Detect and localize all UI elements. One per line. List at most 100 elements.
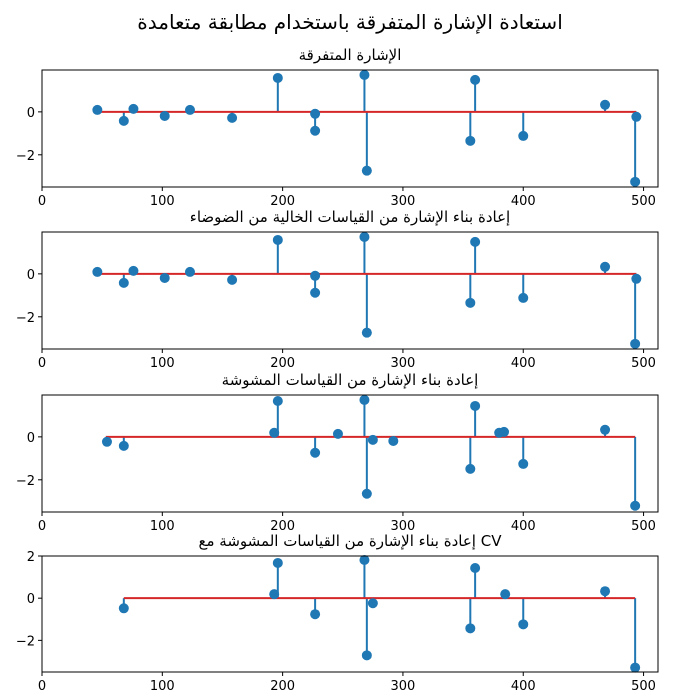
x-tick-label: 400 bbox=[511, 519, 536, 534]
stem-marker bbox=[359, 555, 370, 566]
stem-marker bbox=[470, 563, 481, 574]
x-tick-label: 200 bbox=[270, 519, 295, 534]
stem-marker bbox=[128, 103, 139, 114]
x-tick-label: 100 bbox=[150, 194, 175, 209]
stem-marker bbox=[118, 115, 129, 126]
stem-marker bbox=[269, 427, 280, 438]
stem-marker bbox=[630, 176, 641, 187]
axes-frame bbox=[41, 394, 659, 513]
x-tick-label: 100 bbox=[150, 356, 175, 371]
stem-marker bbox=[272, 72, 283, 83]
stem-marker bbox=[388, 435, 399, 446]
stem-marker bbox=[332, 428, 343, 439]
x-tick-label: 500 bbox=[631, 679, 656, 694]
stem-marker bbox=[272, 557, 283, 568]
x-tick-label: 100 bbox=[150, 519, 175, 534]
y-tick-label: −2 bbox=[16, 311, 35, 326]
subplot-1-title: الإشارة المتفرقة bbox=[298, 46, 402, 64]
stem-marker bbox=[184, 266, 195, 277]
stem-marker bbox=[518, 292, 529, 303]
stem-marker bbox=[600, 424, 611, 435]
y-tick-label: 0 bbox=[27, 106, 35, 121]
stem-marker bbox=[310, 609, 321, 620]
x-tick-label: 300 bbox=[391, 679, 416, 694]
x-tick-label: 200 bbox=[270, 679, 295, 694]
stem-marker bbox=[92, 266, 103, 277]
subplot-3-title: إعادة بناء الإشارة من القياسات المشوشة bbox=[221, 371, 479, 389]
stem-marker bbox=[310, 447, 321, 458]
stem-marker bbox=[159, 110, 170, 121]
stem-marker bbox=[310, 125, 321, 136]
stem-marker bbox=[465, 135, 476, 146]
stem-marker bbox=[631, 273, 642, 284]
stem-marker bbox=[361, 650, 372, 661]
y-tick-label: 0 bbox=[27, 431, 35, 446]
stem-marker bbox=[359, 231, 370, 242]
stem-marker bbox=[499, 426, 509, 437]
y-tick-label: 0 bbox=[27, 268, 35, 283]
stem-marker bbox=[361, 488, 372, 499]
subplot-2-title: إعادة بناء الإشارة من القياسات الخالية م… bbox=[189, 208, 511, 226]
axes-frame bbox=[41, 555, 659, 673]
stem-marker bbox=[361, 165, 372, 176]
stem-marker bbox=[310, 108, 321, 119]
stem-marker bbox=[310, 287, 321, 298]
x-tick-label: 500 bbox=[631, 194, 656, 209]
x-tick-label: 200 bbox=[270, 194, 295, 209]
stem-marker bbox=[600, 261, 611, 272]
stem-marker bbox=[227, 274, 238, 285]
y-tick-label: −2 bbox=[16, 149, 35, 164]
stem-marker bbox=[470, 400, 481, 411]
stem-marker bbox=[518, 130, 529, 141]
x-tick-label: 500 bbox=[631, 519, 656, 534]
stem-marker bbox=[465, 463, 476, 474]
stem-marker bbox=[92, 104, 103, 115]
stem-marker bbox=[227, 112, 238, 123]
stem-marker bbox=[359, 394, 370, 405]
x-tick-label: 400 bbox=[511, 194, 536, 209]
stem-marker bbox=[600, 586, 611, 597]
y-tick-label: −2 bbox=[16, 474, 35, 489]
x-tick-label: 500 bbox=[631, 356, 656, 371]
x-tick-label: 0 bbox=[38, 194, 46, 209]
y-tick-label: 0 bbox=[27, 592, 35, 607]
subplot-2: 0 100 200 300 400 500 −2 0 bbox=[16, 231, 659, 371]
subplot-1: 0 100 200 300 400 500 −2 0 bbox=[16, 69, 659, 209]
stem-marker bbox=[465, 623, 476, 634]
stem-marker bbox=[630, 338, 641, 349]
stem-marker bbox=[159, 272, 170, 283]
stem-marker bbox=[500, 589, 511, 600]
stem-marker bbox=[101, 436, 112, 447]
x-tick-label: 200 bbox=[270, 356, 295, 371]
x-tick-label: 0 bbox=[38, 519, 46, 534]
x-tick-label: 300 bbox=[391, 194, 416, 209]
stem-marker bbox=[269, 589, 280, 600]
subplot-4: 0 100 200 300 400 500 −2 0 2 bbox=[16, 550, 659, 694]
x-tick-label: 0 bbox=[38, 356, 46, 371]
stem-marker bbox=[518, 458, 529, 469]
stem-marker bbox=[465, 297, 476, 308]
x-tick-label: 300 bbox=[391, 519, 416, 534]
stem-marker bbox=[518, 619, 529, 630]
stem-marker bbox=[310, 270, 321, 281]
stem-marker bbox=[128, 265, 139, 276]
stem-marker bbox=[118, 277, 129, 288]
axes-frame bbox=[41, 69, 659, 188]
stem-marker bbox=[470, 74, 481, 85]
stem-marker bbox=[359, 69, 370, 80]
stem-marker bbox=[184, 104, 195, 115]
x-tick-label: 100 bbox=[150, 679, 175, 694]
stem-marker bbox=[367, 434, 378, 445]
axes-frame bbox=[41, 231, 659, 350]
stem-marker bbox=[631, 111, 642, 122]
subplot-4-title: إعادة بناء الإشارة من القياسات المشوشة م… bbox=[198, 532, 502, 550]
figure-suptitle: استعادة الإشارة المتفرقة باستخدام مطابقة… bbox=[137, 10, 563, 34]
subplot-3: 0 100 200 300 400 500 −2 0 bbox=[16, 394, 659, 534]
x-tick-label: 400 bbox=[511, 679, 536, 694]
y-tick-label: 2 bbox=[27, 550, 35, 565]
x-tick-label: 400 bbox=[511, 356, 536, 371]
stem-marker bbox=[272, 234, 283, 245]
x-tick-label: 300 bbox=[391, 356, 416, 371]
stem-marker bbox=[118, 603, 129, 614]
